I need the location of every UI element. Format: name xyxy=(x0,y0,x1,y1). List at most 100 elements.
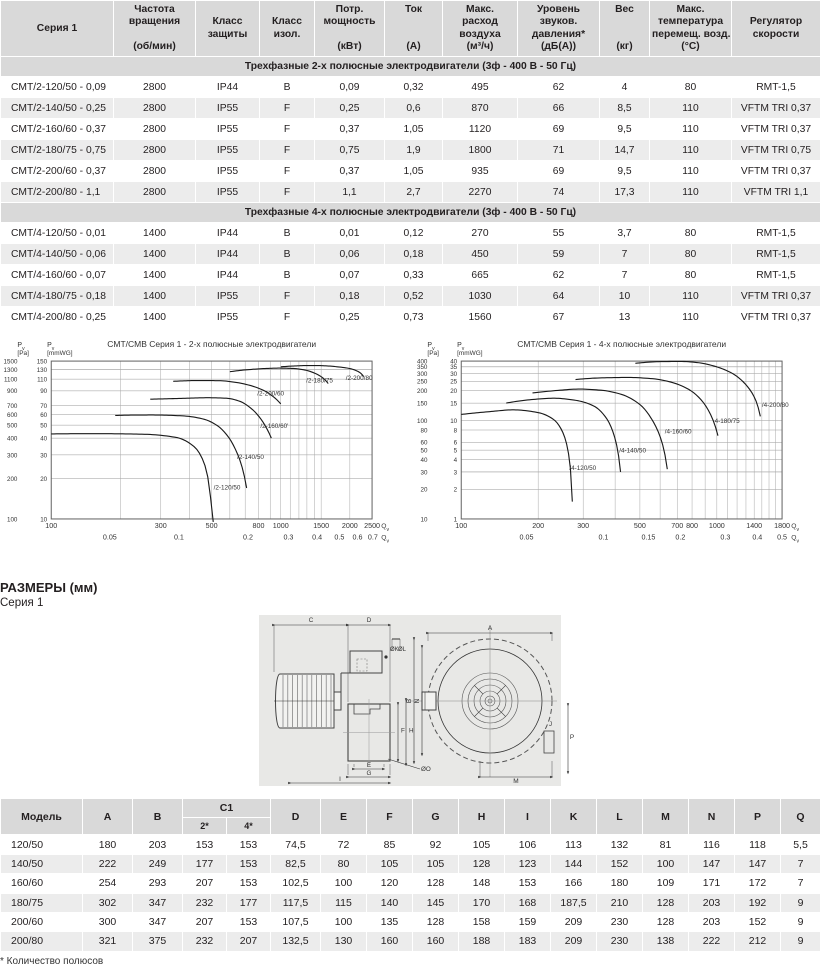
svg-text:70: 70 xyxy=(40,403,47,410)
svg-text:80: 80 xyxy=(420,428,427,435)
svg-text:900: 900 xyxy=(7,389,18,396)
svg-text:Qv: Qv xyxy=(381,524,389,534)
svg-text:CMT/CMB Серия 1 - 4-х полюсны: CMT/CMB Серия 1 - 4-х полюсные электродв… xyxy=(517,339,726,349)
svg-text:20: 20 xyxy=(450,388,457,395)
svg-text:/2-200/80: /2-200/80 xyxy=(346,375,373,382)
svg-text:400: 400 xyxy=(417,359,428,366)
svg-text:300: 300 xyxy=(577,523,589,531)
svg-text:E: E xyxy=(367,762,371,769)
svg-text:5: 5 xyxy=(454,448,458,455)
svg-text:700: 700 xyxy=(671,523,683,531)
svg-text:100: 100 xyxy=(7,517,18,524)
svg-text:50: 50 xyxy=(420,448,427,455)
svg-text:0.4: 0.4 xyxy=(312,534,322,542)
svg-text:100: 100 xyxy=(417,418,428,425)
svg-text:2: 2 xyxy=(454,487,458,494)
svg-text:P: P xyxy=(570,734,574,741)
svg-text:F: F xyxy=(401,728,405,735)
svg-text:800: 800 xyxy=(253,523,265,531)
svg-text:/4-200/80: /4-200/80 xyxy=(762,402,789,409)
svg-text:0.6: 0.6 xyxy=(353,534,363,542)
svg-text:1500: 1500 xyxy=(313,523,329,531)
svg-text:40: 40 xyxy=(420,457,427,464)
svg-text:[mmWG]: [mmWG] xyxy=(47,350,73,357)
svg-text:I: I xyxy=(339,776,341,783)
svg-text:10: 10 xyxy=(450,418,457,425)
svg-text:8: 8 xyxy=(454,428,458,435)
svg-text:90: 90 xyxy=(40,389,47,396)
svg-text:0.05: 0.05 xyxy=(103,534,117,542)
svg-text:800: 800 xyxy=(686,523,698,531)
svg-text:1800: 1800 xyxy=(774,523,790,531)
svg-text:40: 40 xyxy=(40,436,47,443)
svg-text:/4-140/50: /4-140/50 xyxy=(619,448,646,455)
svg-text:60: 60 xyxy=(420,440,427,447)
svg-text:600: 600 xyxy=(7,412,18,419)
svg-text:10: 10 xyxy=(420,517,427,524)
svg-text:300: 300 xyxy=(417,371,428,378)
svg-text:700: 700 xyxy=(7,403,18,410)
svg-text:G: G xyxy=(367,770,372,777)
svg-text:1100: 1100 xyxy=(4,377,18,384)
svg-text:/2-140/50: /2-140/50 xyxy=(237,454,264,461)
svg-text:M: M xyxy=(513,778,518,785)
svg-text:200: 200 xyxy=(417,388,428,395)
svg-text:/2-180/75: /2-180/75 xyxy=(306,378,333,385)
svg-text:2000: 2000 xyxy=(342,523,358,531)
svg-text:2500: 2500 xyxy=(364,523,380,531)
svg-text:6: 6 xyxy=(454,440,458,447)
svg-text:50: 50 xyxy=(40,423,47,430)
svg-text:100: 100 xyxy=(455,523,467,531)
svg-text:40: 40 xyxy=(450,359,457,366)
svg-text:1000: 1000 xyxy=(709,523,725,531)
svg-text:0.5: 0.5 xyxy=(777,534,787,542)
svg-text:0.7: 0.7 xyxy=(368,534,378,542)
svg-text:A: A xyxy=(488,625,493,632)
svg-text:1500: 1500 xyxy=(4,359,18,366)
svg-text:[mmWG]: [mmWG] xyxy=(457,350,483,357)
svg-text:500: 500 xyxy=(634,523,646,531)
svg-text:0.05: 0.05 xyxy=(520,534,534,542)
svg-text:0.3: 0.3 xyxy=(720,534,730,542)
svg-text:130: 130 xyxy=(37,367,48,374)
svg-text:0.1: 0.1 xyxy=(174,534,184,542)
svg-text:30: 30 xyxy=(40,453,47,460)
svg-text:C: C xyxy=(309,617,314,624)
svg-text:250: 250 xyxy=(417,379,428,386)
svg-text:0.2: 0.2 xyxy=(243,534,253,542)
svg-text:20: 20 xyxy=(40,476,47,483)
svg-text:20: 20 xyxy=(420,487,427,494)
svg-text:500: 500 xyxy=(7,423,18,430)
svg-text:0.3: 0.3 xyxy=(283,534,293,542)
svg-text:B: B xyxy=(406,699,413,703)
svg-text:N: N xyxy=(414,699,421,704)
svg-text:0.1: 0.1 xyxy=(598,534,608,542)
svg-text:4-180/75: 4-180/75 xyxy=(715,418,741,425)
svg-text:Qv: Qv xyxy=(381,535,389,545)
svg-text:400: 400 xyxy=(7,436,18,443)
svg-text:ØL: ØL xyxy=(398,647,407,653)
svg-text:0.4: 0.4 xyxy=(752,534,762,542)
svg-text:Qv: Qv xyxy=(791,535,799,545)
svg-text:15: 15 xyxy=(450,401,457,408)
svg-text:1000: 1000 xyxy=(273,523,289,531)
svg-text:[Pa]: [Pa] xyxy=(17,350,29,357)
svg-text:D: D xyxy=(367,617,372,624)
svg-text:110: 110 xyxy=(37,377,47,384)
svg-text:1300: 1300 xyxy=(4,367,18,374)
svg-text:1400: 1400 xyxy=(746,523,762,531)
svg-text:H: H xyxy=(409,728,414,735)
svg-text:60: 60 xyxy=(40,412,47,419)
svg-text:/2-160/60': /2-160/60' xyxy=(260,424,288,431)
svg-text:ØO: ØO xyxy=(421,766,431,773)
svg-text:150: 150 xyxy=(417,401,428,408)
svg-text:3: 3 xyxy=(454,470,458,477)
svg-text:500: 500 xyxy=(206,523,218,531)
svg-text:0.2: 0.2 xyxy=(675,534,685,542)
svg-text:/4-160/60: /4-160/60 xyxy=(665,429,692,436)
svg-text:300: 300 xyxy=(155,523,167,531)
svg-text:Qv: Qv xyxy=(791,524,799,534)
svg-text:200: 200 xyxy=(7,476,18,483)
svg-text:200: 200 xyxy=(532,523,544,531)
svg-text:/2-200/60: /2-200/60 xyxy=(257,391,284,398)
